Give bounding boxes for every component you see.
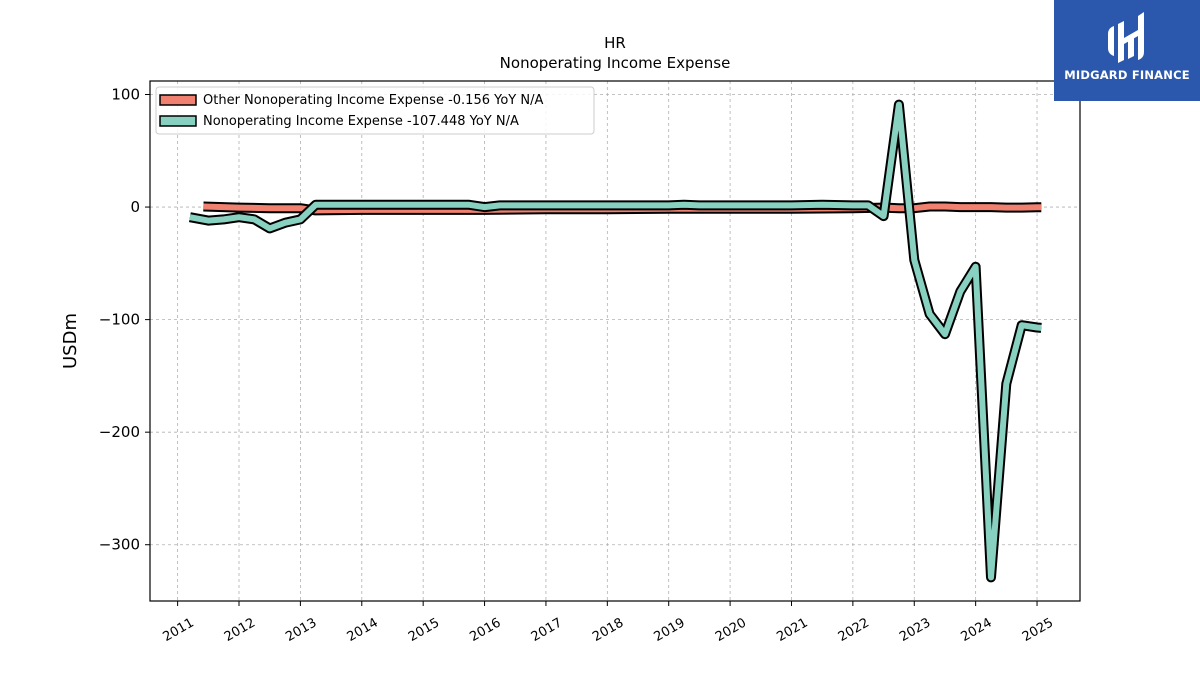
y-tick-label: −300: [99, 536, 140, 554]
x-tick-label: 2017: [529, 615, 565, 645]
plot-frame: [149, 80, 1081, 602]
x-tick-label: 2024: [958, 615, 994, 645]
legend-swatch-nonop: [159, 115, 197, 127]
legend: Other Nonoperating Income Expense -0.156…: [155, 86, 595, 135]
series-outline-1: [188, 99, 1042, 583]
x-tick-label: 2022: [836, 615, 872, 645]
x-tick-label: 2023: [897, 615, 933, 645]
x-tick-label: 2018: [590, 615, 626, 645]
x-tick-label: 2015: [406, 615, 442, 645]
series-group: [188, 99, 1042, 583]
x-axis: 2011 2012 2013 2014 2015 2016 2017 2018 2019 2020…: [160, 601, 1056, 645]
y-tick-label: 0: [130, 198, 140, 216]
series-line-1: [189, 101, 1042, 581]
grid: [150, 81, 1080, 601]
logo-mark-icon: [1108, 12, 1144, 63]
brand-name: MIDGARD FINANCE: [1064, 68, 1190, 82]
chart-title: HR: [604, 34, 626, 52]
x-tick-label: 2021: [774, 615, 810, 645]
x-tick-label: 2019: [652, 615, 688, 645]
y-tick-label: −100: [99, 311, 140, 329]
legend-swatch-other: [159, 94, 197, 106]
x-tick-label: 2020: [713, 615, 749, 645]
x-tick-label: 2012: [222, 615, 258, 645]
x-tick-label: 2011: [160, 615, 196, 645]
y-axis-label: USDm: [60, 313, 81, 369]
chart-subtitle: Nonoperating Income Expense: [500, 54, 731, 72]
y-tick-label: 100: [111, 86, 140, 104]
brand-logo: MIDGARD FINANCE: [1054, 0, 1200, 101]
y-tick-label: −200: [99, 423, 140, 441]
legend-label-nonop: Nonoperating Income Expense -107.448 YoY…: [203, 114, 519, 129]
legend-box: [155, 86, 595, 135]
x-tick-label: 2016: [467, 615, 503, 645]
legend-label-other: Other Nonoperating Income Expense -0.156…: [203, 93, 543, 108]
x-tick-label: 2025: [1020, 615, 1056, 645]
y-axis: 100 0 −100 −200 −300: [99, 86, 150, 554]
x-tick-label: 2014: [345, 615, 381, 645]
x-tick-label: 2013: [283, 615, 319, 645]
